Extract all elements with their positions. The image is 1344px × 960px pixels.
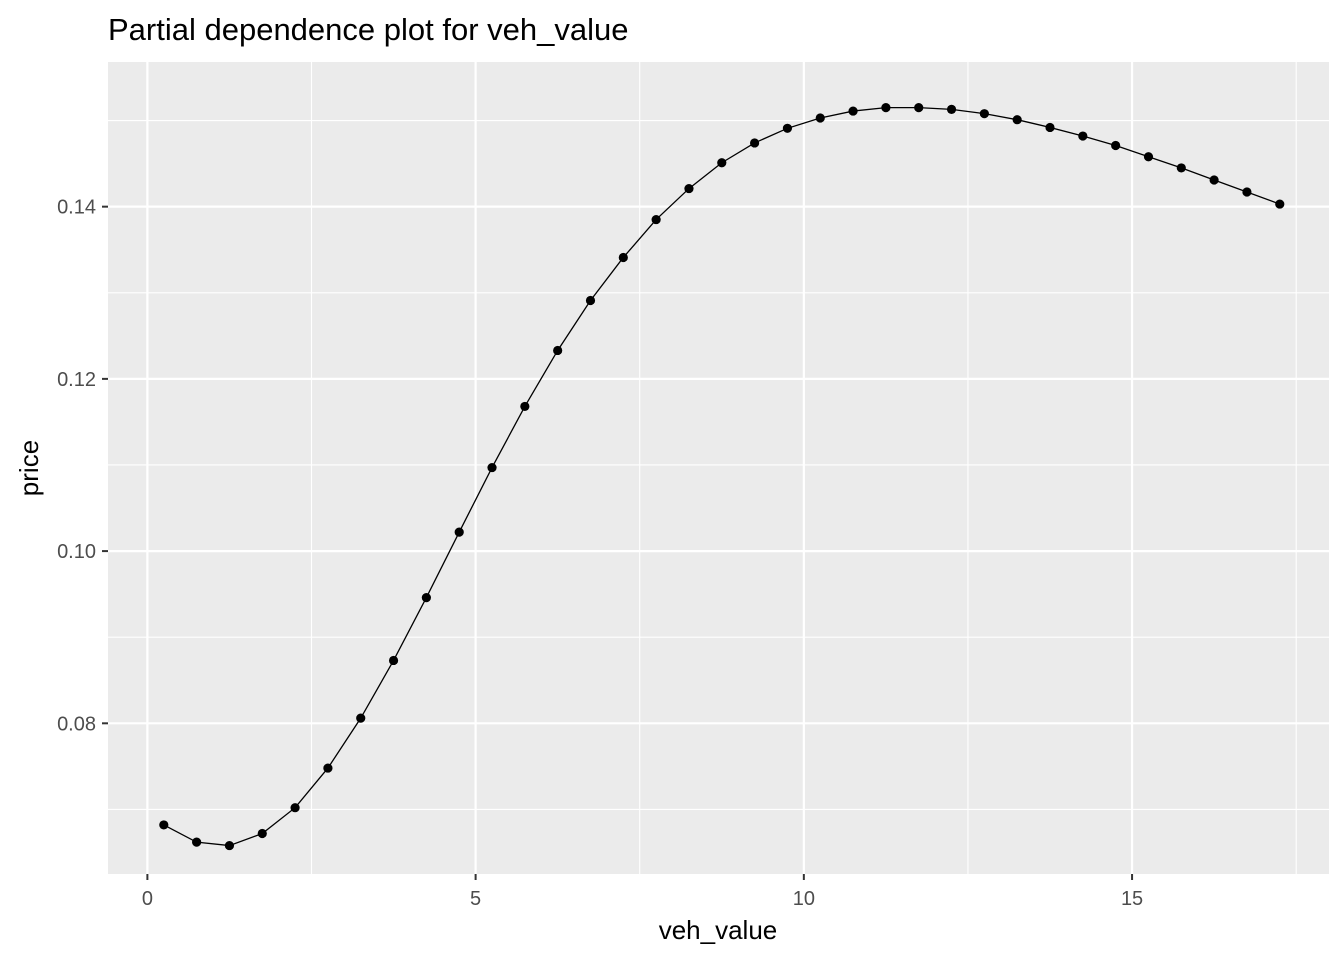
data-point: [979, 109, 989, 119]
grid-minor: [108, 62, 1329, 874]
data-point: [290, 803, 300, 813]
data-point: [1078, 131, 1088, 141]
x-axis: 0 5 10 15: [142, 874, 1143, 910]
data-point: [848, 106, 858, 116]
data-point: [782, 123, 793, 133]
data-point: [881, 103, 891, 113]
data-point: [356, 713, 366, 723]
chart-title: Partial dependence plot for veh_value: [108, 12, 628, 47]
data-point: [1176, 163, 1186, 173]
data-point: [914, 103, 924, 113]
data-point: [553, 345, 563, 356]
y-tick-label: 0.14: [57, 197, 96, 219]
data-point: [946, 104, 957, 114]
data-point: [323, 763, 333, 773]
data-point: [1012, 115, 1022, 125]
data-point: [454, 527, 464, 537]
y-axis-title: price: [14, 440, 44, 496]
data-point: [815, 113, 825, 123]
data-point: [1209, 175, 1219, 185]
data-point: [1045, 122, 1055, 133]
y-axis: 0.08 0.10 0.12 0.14: [57, 197, 108, 735]
y-tick-label: 0.10: [57, 541, 96, 563]
y-tick-label: 0.08: [57, 713, 96, 735]
data-point: [585, 295, 596, 306]
data-point: [487, 462, 497, 473]
x-tick-label: 5: [470, 888, 481, 910]
grid-major: [108, 62, 1329, 874]
plot-panel: [108, 62, 1329, 874]
data-point: [717, 158, 727, 168]
data-point: [520, 401, 530, 412]
x-tick-label: 0: [142, 888, 153, 910]
data-point: [1242, 187, 1252, 197]
x-tick-label: 10: [793, 888, 815, 910]
data-point: [257, 828, 267, 839]
x-axis-title: veh_value: [659, 915, 778, 945]
data-point: [1111, 140, 1121, 151]
data-point: [421, 592, 431, 603]
data-point: [1143, 152, 1154, 162]
data-point: [159, 820, 169, 830]
data-point: [750, 138, 760, 148]
y-tick-label: 0.12: [57, 369, 96, 391]
data-point: [224, 840, 235, 851]
data-point: [388, 655, 399, 666]
data-points: [159, 103, 1285, 851]
data-point: [192, 837, 202, 847]
x-tick-label: 15: [1121, 888, 1143, 910]
data-point: [1275, 199, 1285, 209]
data-point: [618, 252, 628, 263]
data-point: [651, 214, 661, 225]
data-point: [684, 183, 694, 194]
